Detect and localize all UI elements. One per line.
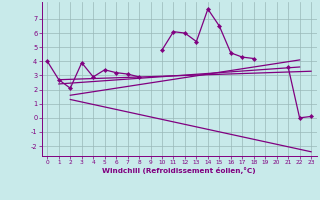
X-axis label: Windchill (Refroidissement éolien,°C): Windchill (Refroidissement éolien,°C) [102,167,256,174]
